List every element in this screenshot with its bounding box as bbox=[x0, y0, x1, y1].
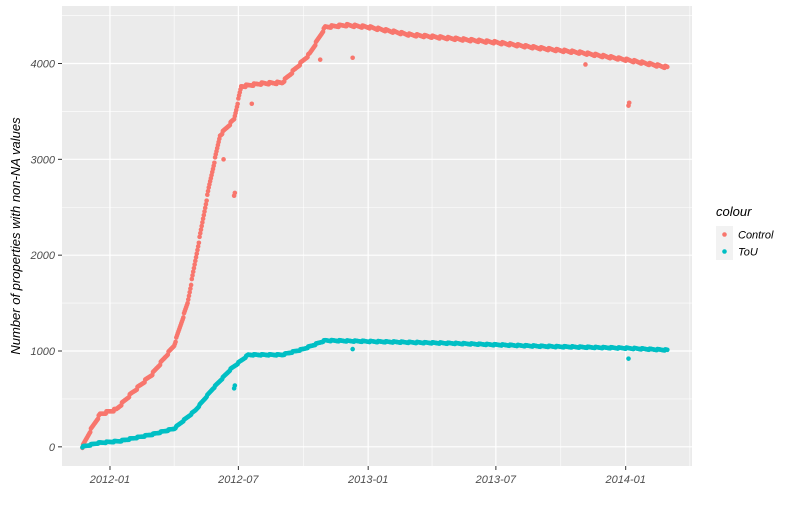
data-point-control bbox=[173, 339, 178, 345]
data-point-control bbox=[197, 234, 202, 240]
data-point-control bbox=[181, 315, 186, 320]
axis-layer: 2012-01 2012-07 2013-01 2013-07 2014-01 0 1000… bbox=[30, 59, 646, 487]
x-tick-label: 2013-01 bbox=[347, 474, 388, 486]
data-point-control bbox=[185, 300, 190, 306]
data-point-control bbox=[202, 205, 208, 211]
data-point-control bbox=[193, 254, 199, 260]
legend: colour Control ToU bbox=[716, 204, 774, 260]
series-control bbox=[80, 21, 670, 451]
y-tick-label: 1000 bbox=[31, 346, 56, 358]
data-point-control bbox=[188, 286, 193, 291]
legend-dot-tou bbox=[722, 249, 727, 254]
outlier-point-control bbox=[221, 157, 226, 162]
outlier-point-control bbox=[249, 101, 255, 107]
y-axis-title: Number of properties with non-NA values bbox=[8, 117, 23, 355]
data-point-control bbox=[201, 212, 207, 218]
legend-label-control: Control bbox=[738, 230, 774, 242]
data-point-control bbox=[204, 198, 209, 203]
data-point-control bbox=[200, 220, 205, 225]
plot-panel bbox=[62, 6, 692, 466]
y-tick-label: 2000 bbox=[30, 250, 56, 262]
data-point-control bbox=[194, 251, 200, 256]
x-tick-label: 2013-07 bbox=[475, 474, 517, 486]
outlier-point-control bbox=[583, 62, 588, 67]
data-point-control bbox=[205, 192, 210, 197]
series-tou bbox=[80, 337, 670, 450]
outlier-point-control bbox=[626, 100, 632, 106]
data-point-tou bbox=[665, 347, 670, 353]
y-tick-label: 4000 bbox=[31, 59, 56, 71]
data-point-control bbox=[193, 258, 198, 264]
data-point-control bbox=[195, 244, 201, 249]
x-tick-label: 2012-01 bbox=[89, 474, 130, 486]
data-point-control bbox=[203, 201, 209, 207]
data-point-control bbox=[200, 216, 206, 222]
points-layer bbox=[80, 21, 670, 451]
data-point-control bbox=[192, 262, 197, 267]
data-point-control bbox=[195, 247, 200, 253]
outlier-point-control bbox=[350, 55, 355, 61]
data-point-control bbox=[189, 276, 195, 282]
data-point-control bbox=[187, 289, 192, 295]
data-point-control bbox=[186, 293, 192, 299]
y-tick-label: 0 bbox=[49, 442, 56, 454]
legend-label-tou: ToU bbox=[738, 247, 758, 259]
outlier-point-control bbox=[232, 190, 238, 196]
outlier-point-control bbox=[317, 57, 323, 62]
legend-dot-control bbox=[722, 232, 727, 237]
data-point-control bbox=[197, 230, 203, 236]
x-tick-label: 2014-01 bbox=[604, 474, 645, 486]
data-point-control bbox=[190, 273, 195, 278]
data-point-control bbox=[235, 101, 240, 107]
y-tick-label: 3000 bbox=[31, 154, 56, 166]
data-point-control bbox=[190, 269, 196, 275]
legend-title: colour bbox=[716, 204, 752, 219]
data-point-control bbox=[191, 265, 197, 271]
outlier-point-tou bbox=[232, 383, 238, 388]
data-point-control bbox=[198, 227, 204, 232]
data-point-control bbox=[199, 223, 204, 229]
data-point-control bbox=[87, 429, 93, 435]
data-point-control bbox=[196, 240, 202, 246]
x-tick-label: 2012-07 bbox=[217, 474, 259, 486]
outlier-point-tou bbox=[350, 346, 355, 352]
data-point-control bbox=[202, 209, 207, 214]
data-point-control bbox=[212, 160, 217, 166]
data-point-control bbox=[185, 297, 191, 302]
outlier-point-tou bbox=[626, 356, 631, 361]
data-point-control bbox=[665, 64, 670, 70]
data-point-control bbox=[188, 282, 194, 288]
data-point-control bbox=[205, 188, 211, 194]
